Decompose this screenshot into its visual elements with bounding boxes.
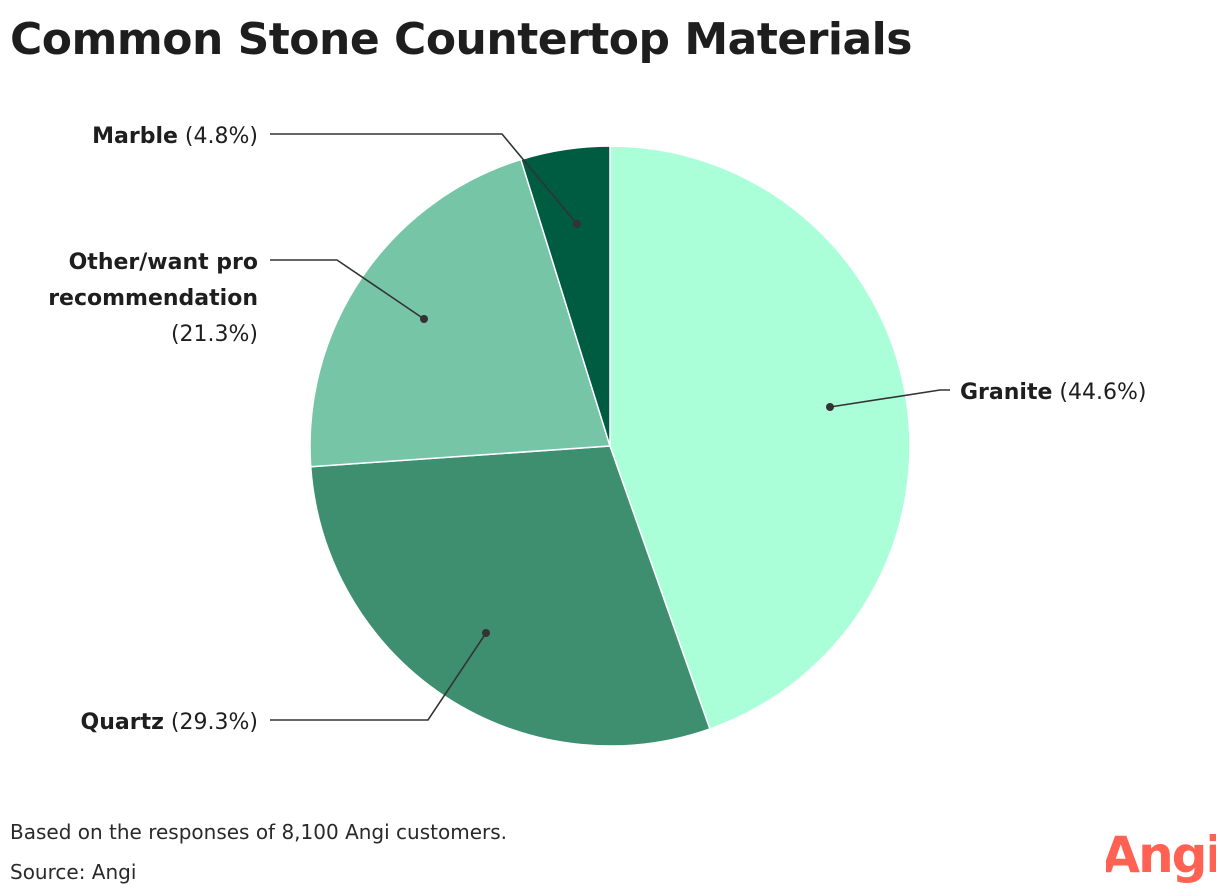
- leader-line-marble: [270, 133, 578, 225]
- pie-slice-quartz: [309, 445, 711, 747]
- slice-label-granite: Granite (44.6%): [960, 380, 1146, 405]
- slice-labels: Granite (44.6%) Quartz (29.3%) Other/want …: [48, 124, 1146, 735]
- slice-label-quartz: Quartz (29.3%): [81, 710, 258, 735]
- source-note: Source: Angi: [10, 860, 137, 884]
- angi-logo: Angi: [1106, 826, 1216, 884]
- slice-label-marble: Marble (4.8%): [92, 124, 258, 149]
- leader-line-quartz: [270, 632, 487, 721]
- pie-slices: [309, 145, 911, 747]
- chart-title: Common Stone Countertop Materials: [10, 14, 912, 65]
- leader-dot-marble: [573, 220, 581, 228]
- svg-text:Angi: Angi: [1106, 826, 1216, 884]
- leader-line-granite: [829, 389, 950, 408]
- leader-lines: [270, 133, 950, 721]
- pie-slice-marble: [519, 145, 611, 447]
- footnote: Based on the responses of 8,100 Angi cus…: [10, 820, 507, 844]
- leader-dot-granite: [826, 403, 834, 411]
- leader-line-other-want-pro-recommendation: [270, 259, 425, 320]
- leader-dot-quartz: [482, 629, 490, 637]
- pie-chart: Granite (44.6%) Quartz (29.3%) Other/want …: [48, 124, 1146, 747]
- leader-dot-other-want-pro-recommendation: [420, 315, 428, 323]
- slice-label-other-want-pro-recommendation: Other/want pro recommendation (21.3%): [48, 250, 258, 347]
